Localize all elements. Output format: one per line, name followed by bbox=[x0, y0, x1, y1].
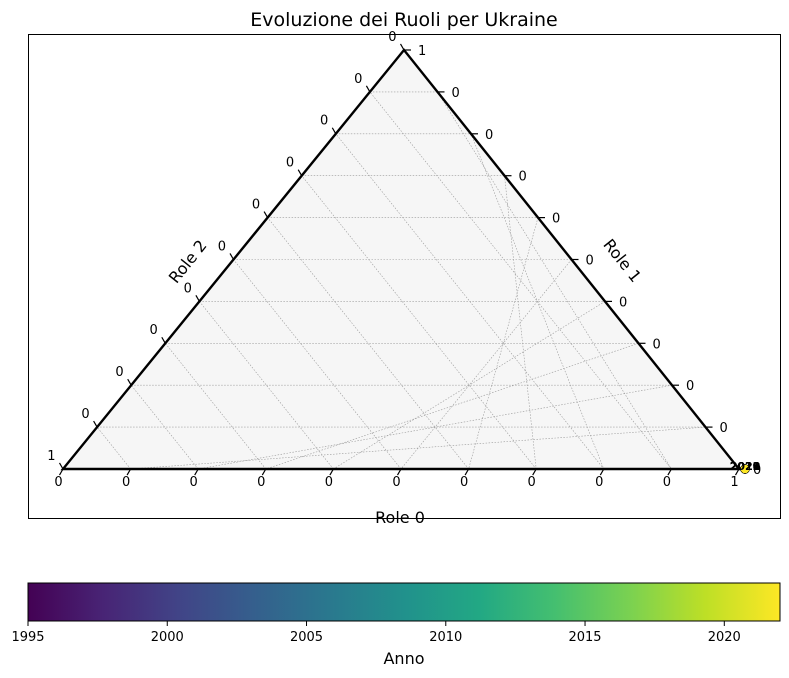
grid-line bbox=[369, 91, 672, 470]
bottom-axis-tick-mark bbox=[329, 468, 334, 476]
left-axis-tick-mark bbox=[263, 211, 269, 218]
grid-line bbox=[265, 343, 639, 470]
left-axis-tick-label: 0 bbox=[252, 198, 260, 213]
bottom-axis-tick-label: 0 bbox=[663, 475, 671, 490]
left-axis-tick-mark bbox=[399, 43, 405, 51]
bottom-axis-tick-label: 0 bbox=[392, 475, 400, 490]
left-axis-tick-mark bbox=[127, 378, 132, 386]
grid-line bbox=[468, 217, 539, 470]
right-axis-tick-label: 0 bbox=[519, 170, 527, 185]
left-axis-ticks: 0 0 0 0 0 0 0 0 0 0 1 bbox=[47, 30, 405, 470]
bottom-axis-tick-label: 0 bbox=[190, 475, 198, 490]
bottom-axis-tick-label: 0 bbox=[595, 475, 603, 490]
data-point bbox=[740, 464, 750, 474]
bottom-axis-label: Role 0 bbox=[375, 508, 425, 527]
bottom-axis-tick-label: 0 bbox=[122, 475, 130, 490]
bottom-axis-tick-mark bbox=[194, 468, 199, 476]
grid-line bbox=[267, 217, 469, 470]
left-axis-tick-mark bbox=[297, 169, 303, 177]
left-axis-tick-label: 0 bbox=[354, 72, 362, 87]
data-points: 20182019202020212022 bbox=[730, 460, 761, 474]
grid-line bbox=[335, 133, 605, 470]
right-axis-ticks: 0 0 0 0 0 0 0 0 0 0 1 bbox=[404, 44, 761, 478]
left-axis-tick-mark bbox=[93, 420, 98, 428]
grid-line bbox=[504, 175, 537, 470]
right-axis-tick-label: 0 bbox=[686, 379, 694, 394]
left-axis-tick-label: 0 bbox=[388, 30, 396, 45]
right-axis-tick-label: 0 bbox=[485, 128, 493, 143]
bottom-axis-tick-mark bbox=[126, 468, 132, 476]
colorbar bbox=[27, 582, 781, 622]
right-axis-tick-label: 0 bbox=[619, 295, 627, 310]
bottom-axis-tick-mark bbox=[599, 468, 605, 476]
bottom-axis-tick-label: 0 bbox=[54, 475, 62, 490]
left-axis-tick-label: 0 bbox=[320, 114, 328, 129]
left-axis-tick-label: 0 bbox=[81, 407, 89, 422]
bottom-axis-tick-mark bbox=[532, 468, 537, 476]
bottom-axis-tick-mark bbox=[58, 468, 64, 476]
bottom-axis-tick-mark bbox=[396, 468, 402, 476]
ternary-grid bbox=[96, 91, 706, 470]
right-axis-tick-label: 0 bbox=[753, 463, 761, 478]
left-axis-tick-label: 0 bbox=[218, 239, 226, 254]
bottom-axis-tick-mark bbox=[261, 468, 267, 476]
colorbar-tick-label: 2010 bbox=[429, 630, 462, 645]
bottom-axis-tick-label: 0 bbox=[528, 475, 536, 490]
colorbar-ticks: 1995 2000 2005 2010 2015 2020 bbox=[11, 621, 741, 645]
bottom-axis-tick-mark bbox=[667, 468, 672, 476]
bottom-axis-tick-label: 0 bbox=[257, 475, 265, 490]
bottom-axis-tick-label: 1 bbox=[730, 475, 738, 490]
bottom-axis-tick-mark bbox=[464, 468, 470, 476]
bottom-axis-tick-mark bbox=[734, 468, 740, 476]
left-axis-tick-mark bbox=[161, 336, 166, 344]
right-axis-tick-label: 0 bbox=[720, 421, 728, 436]
grid-line bbox=[437, 91, 672, 470]
right-axis-tick-label: 0 bbox=[653, 337, 661, 352]
ternary-triangle-fill bbox=[63, 50, 739, 469]
colorbar-tick-label: 2015 bbox=[568, 630, 601, 645]
right-axis-tick-label: 0 bbox=[552, 212, 560, 227]
bottom-axis-tick-label: 0 bbox=[460, 475, 468, 490]
colorbar-label: Anno bbox=[383, 649, 424, 668]
colorbar-tick-label: 2005 bbox=[290, 630, 323, 645]
left-axis-tick-mark bbox=[331, 127, 337, 135]
grid-line bbox=[470, 133, 605, 470]
left-axis-tick-label: 0 bbox=[115, 365, 123, 380]
left-axis-tick-label: 1 bbox=[47, 449, 55, 464]
left-axis-tick-mark bbox=[195, 295, 200, 302]
left-axis-tick-mark bbox=[229, 253, 235, 260]
colorbar-tick-label: 1995 bbox=[11, 630, 44, 645]
left-axis-tick-mark bbox=[58, 462, 64, 470]
left-axis-tick-label: 0 bbox=[150, 323, 158, 338]
colorbar-tick-label: 2000 bbox=[151, 630, 184, 645]
right-axis-tick-label: 0 bbox=[452, 86, 460, 101]
grid-line bbox=[301, 175, 537, 470]
left-axis-tick-label: 0 bbox=[286, 156, 294, 171]
left-axis-tick-mark bbox=[365, 85, 371, 93]
grid-line bbox=[400, 259, 572, 470]
right-axis-tick-label: 1 bbox=[418, 44, 426, 59]
colorbar-tick-label: 2020 bbox=[708, 630, 741, 645]
bottom-axis-tick-label: 0 bbox=[325, 475, 333, 490]
bottom-axis-ticks: 0 0 0 0 0 0 0 0 0 0 1 bbox=[54, 468, 740, 490]
data-point-year-label: 2022 bbox=[730, 460, 761, 473]
right-axis-tick-label: 0 bbox=[586, 254, 594, 269]
chart-title: Evoluzione dei Ruoli per Ukraine bbox=[250, 9, 558, 31]
left-axis-tick-label: 0 bbox=[184, 281, 192, 296]
